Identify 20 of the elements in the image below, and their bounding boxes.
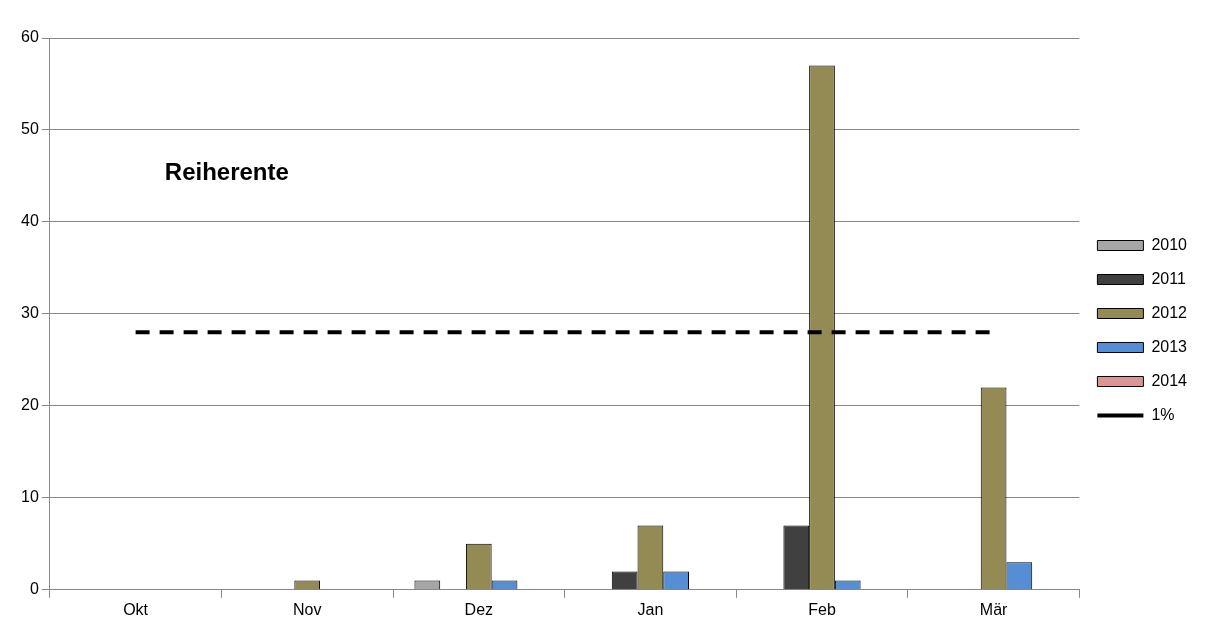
y-tick-label: 40 — [21, 212, 39, 230]
x-tick-label: Nov — [292, 600, 322, 618]
legend-label: 2012 — [1151, 303, 1188, 321]
legend-label: 2014 — [1151, 371, 1188, 389]
legend-label: 2011 — [1151, 269, 1186, 287]
x-tick-label: Jan — [637, 600, 664, 618]
legend-label: 1% — [1151, 405, 1175, 423]
legend-label: 2013 — [1151, 337, 1188, 355]
x-tick-label: Mär — [979, 600, 1009, 618]
legend-label: 2010 — [1151, 235, 1188, 253]
text: Reiherente — [164, 158, 289, 185]
x-tick-label: Dez — [464, 600, 494, 618]
x-tick-label: Feb — [808, 600, 836, 618]
y-tick-label: 30 — [21, 304, 39, 322]
y-tick-label: 60 — [21, 28, 39, 46]
y-tick-label: 20 — [21, 396, 39, 414]
y-tick-label: 10 — [21, 488, 39, 506]
y-tick-label: 0 — [29, 580, 39, 598]
y-tick-label: 50 — [21, 120, 39, 138]
x-tick-label: Okt — [123, 600, 149, 618]
